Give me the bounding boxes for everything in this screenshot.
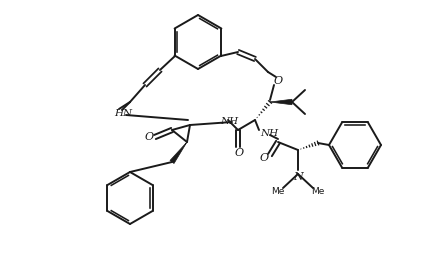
Text: O: O — [235, 148, 243, 158]
Text: O: O — [260, 153, 268, 163]
Text: O: O — [144, 132, 154, 142]
Text: NH: NH — [220, 117, 238, 127]
Text: N: N — [293, 172, 303, 182]
Text: NH: NH — [260, 129, 278, 137]
Text: O: O — [273, 76, 283, 86]
Text: Me: Me — [311, 187, 325, 197]
Polygon shape — [170, 142, 187, 164]
Text: HN: HN — [114, 109, 132, 117]
Text: Me: Me — [271, 187, 285, 197]
Polygon shape — [270, 99, 292, 105]
